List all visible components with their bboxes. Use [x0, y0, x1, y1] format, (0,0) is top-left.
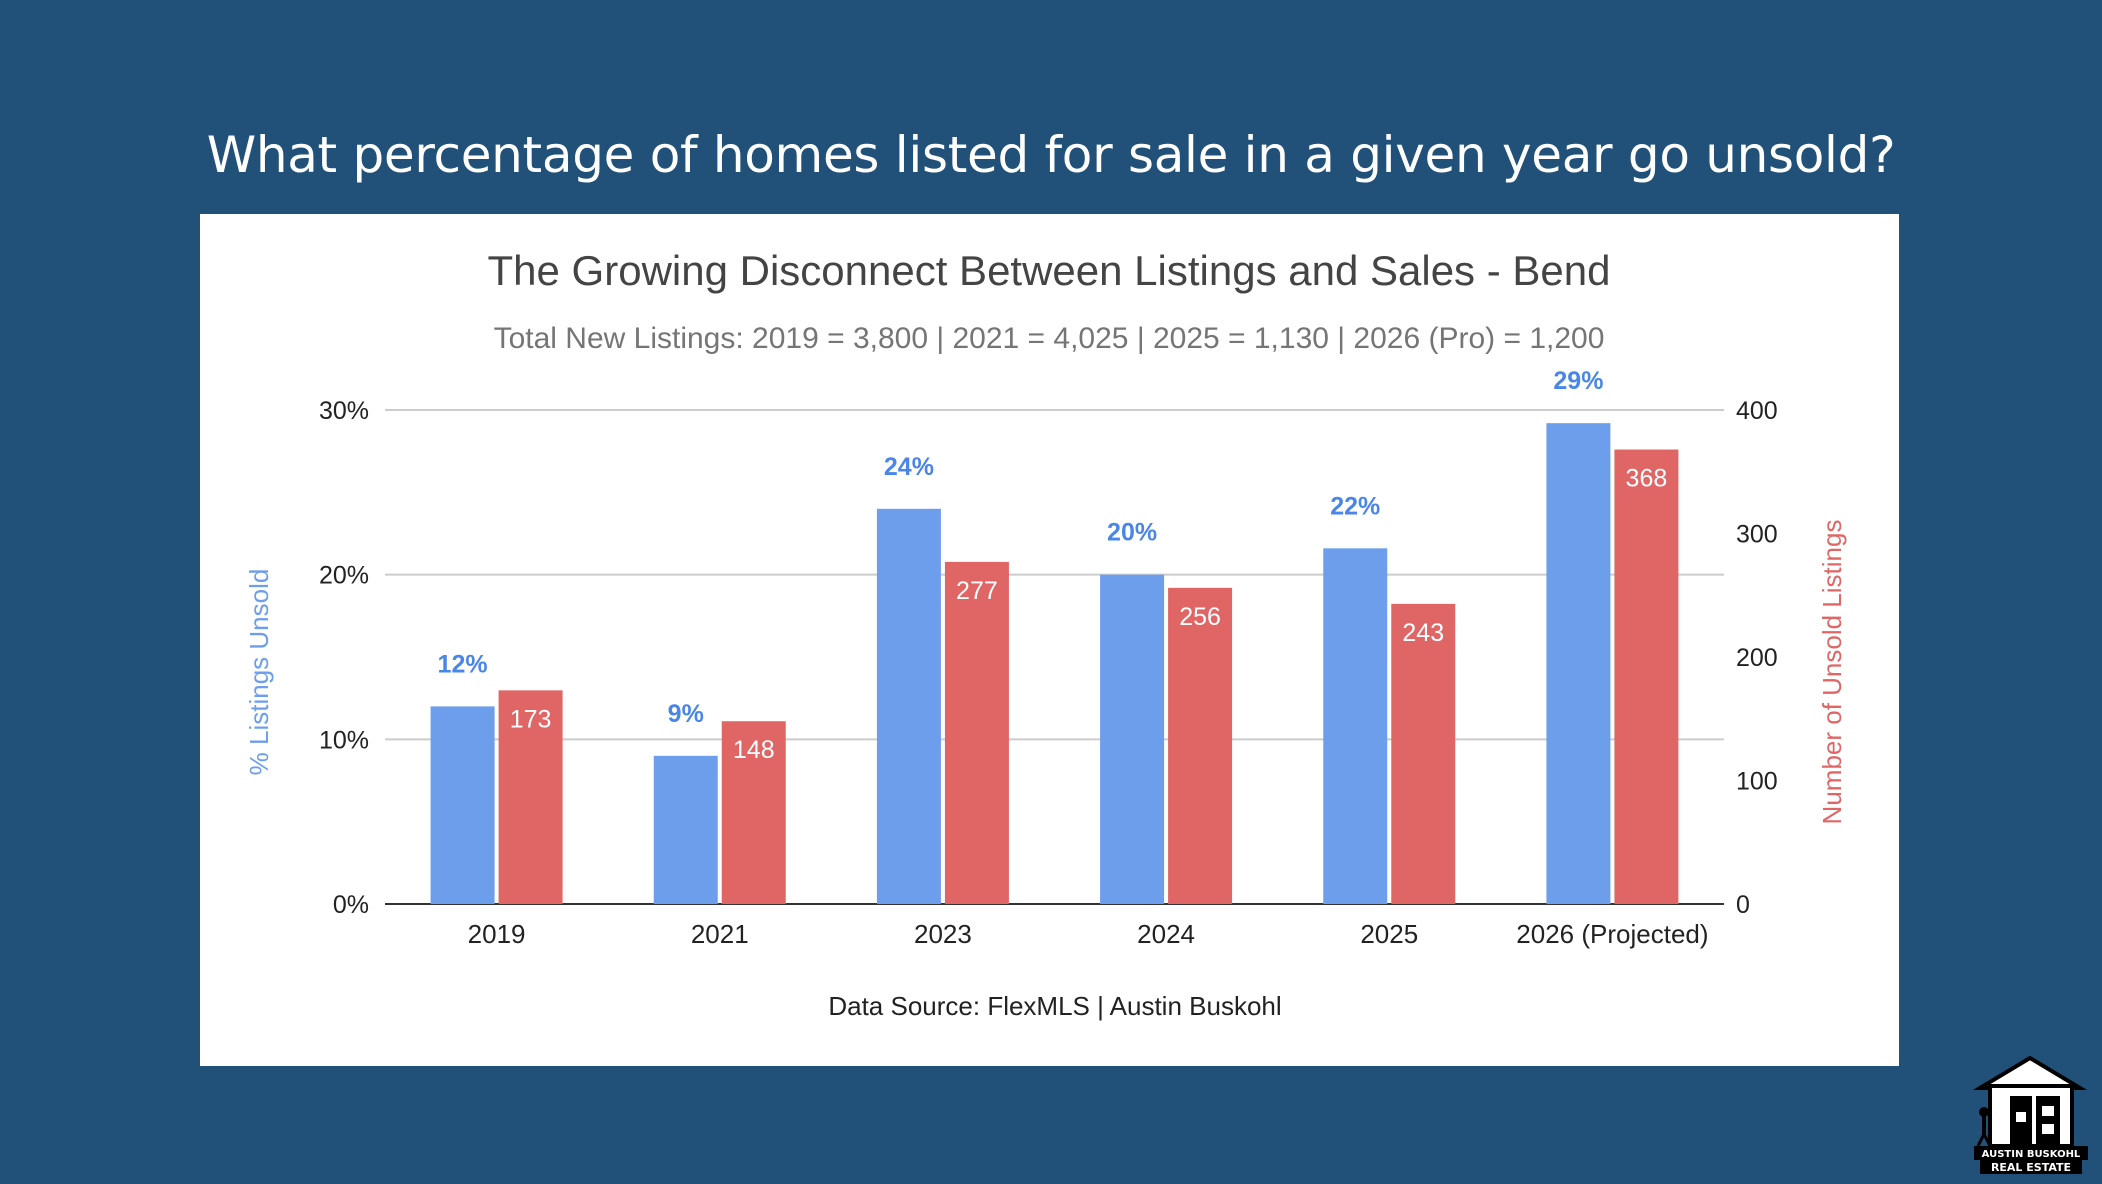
y-right-tick-label: 100: [1736, 768, 1778, 796]
y-left-tick-label: 10%: [319, 726, 369, 754]
y-right-tick-label: 200: [1736, 644, 1778, 672]
bar-unsold-count: [1391, 603, 1456, 904]
chart-title: The Growing Disconnect Between Listings …: [488, 247, 1611, 294]
count-data-label: 277: [956, 577, 998, 605]
percent-data-label: 20%: [1107, 519, 1157, 547]
bar-percent-unsold: [1546, 423, 1611, 904]
y-right-tick-label: 300: [1736, 521, 1778, 549]
logo-name: AUSTIN BUSKOHL: [1982, 1149, 2081, 1160]
gridlines: [385, 409, 1724, 905]
bar-unsold-count: [721, 721, 786, 904]
y-left-tick-label: 30%: [319, 397, 369, 425]
x-tick-label: 2023: [914, 919, 972, 949]
bar-unsold-count: [944, 561, 1009, 904]
count-data-label: 368: [1626, 465, 1668, 493]
bar-percent-unsold: [876, 508, 941, 904]
percent-data-label: 9%: [668, 700, 704, 728]
brand-logo: AUSTIN BUSKOHL REAL ESTATE: [1970, 1055, 2092, 1176]
bar-unsold-count: [498, 690, 563, 904]
percent-data-label: 24%: [884, 453, 934, 481]
bars-layer: [430, 423, 1679, 904]
x-tick-label: 2019: [468, 919, 526, 949]
count-data-label: 256: [1179, 603, 1221, 631]
percent-data-label: 12%: [438, 650, 488, 678]
x-tick-label: 2026 (Projected): [1516, 919, 1708, 949]
chart-subtitle: Total New Listings: 2019 = 3,800 | 2021 …: [494, 322, 1605, 355]
count-data-label: 148: [733, 736, 775, 764]
chart-card: The Growing Disconnect Between Listings …: [200, 214, 1899, 1066]
percent-data-label: 22%: [1330, 492, 1380, 520]
y-right-tick-label: 400: [1736, 397, 1778, 425]
y-right-tick-label: 0: [1736, 891, 1750, 919]
bar-unsold-count: [1168, 587, 1233, 904]
y-axis-right-title: Number of Unsold Listings: [1817, 520, 1847, 825]
bar-unsold-count: [1614, 449, 1679, 904]
count-data-label: 243: [1402, 619, 1444, 647]
count-data-label: 173: [510, 705, 552, 733]
y-axis-left-title: % Listings Unsold: [244, 569, 274, 776]
bar-percent-unsold: [1100, 574, 1165, 904]
labels-layer: 0% 10% 20% 30% 0 100 200 300 400 12% 173 2019 9% 148 2…: [319, 367, 1778, 949]
y-left-tick-label: 20%: [319, 562, 369, 590]
bar-chart: The Growing Disconnect Between Listings …: [244, 247, 1847, 1021]
house-logo-icon: [1972, 1055, 2088, 1174]
logo-tagline: REAL ESTATE: [1991, 1161, 2071, 1174]
bar-percent-unsold: [430, 706, 495, 904]
page-headline: What percentage of homes listed for sale…: [206, 126, 1896, 184]
bar-percent-unsold: [653, 755, 718, 904]
x-tick-label: 2024: [1137, 919, 1195, 949]
y-left-tick-label: 0%: [333, 891, 369, 919]
x-tick-label: 2025: [1360, 919, 1418, 949]
x-tick-label: 2021: [691, 919, 749, 949]
percent-data-label: 29%: [1553, 367, 1603, 395]
bar-percent-unsold: [1323, 548, 1388, 904]
data-source-note: Data Source: FlexMLS | Austin Buskohl: [828, 991, 1281, 1021]
